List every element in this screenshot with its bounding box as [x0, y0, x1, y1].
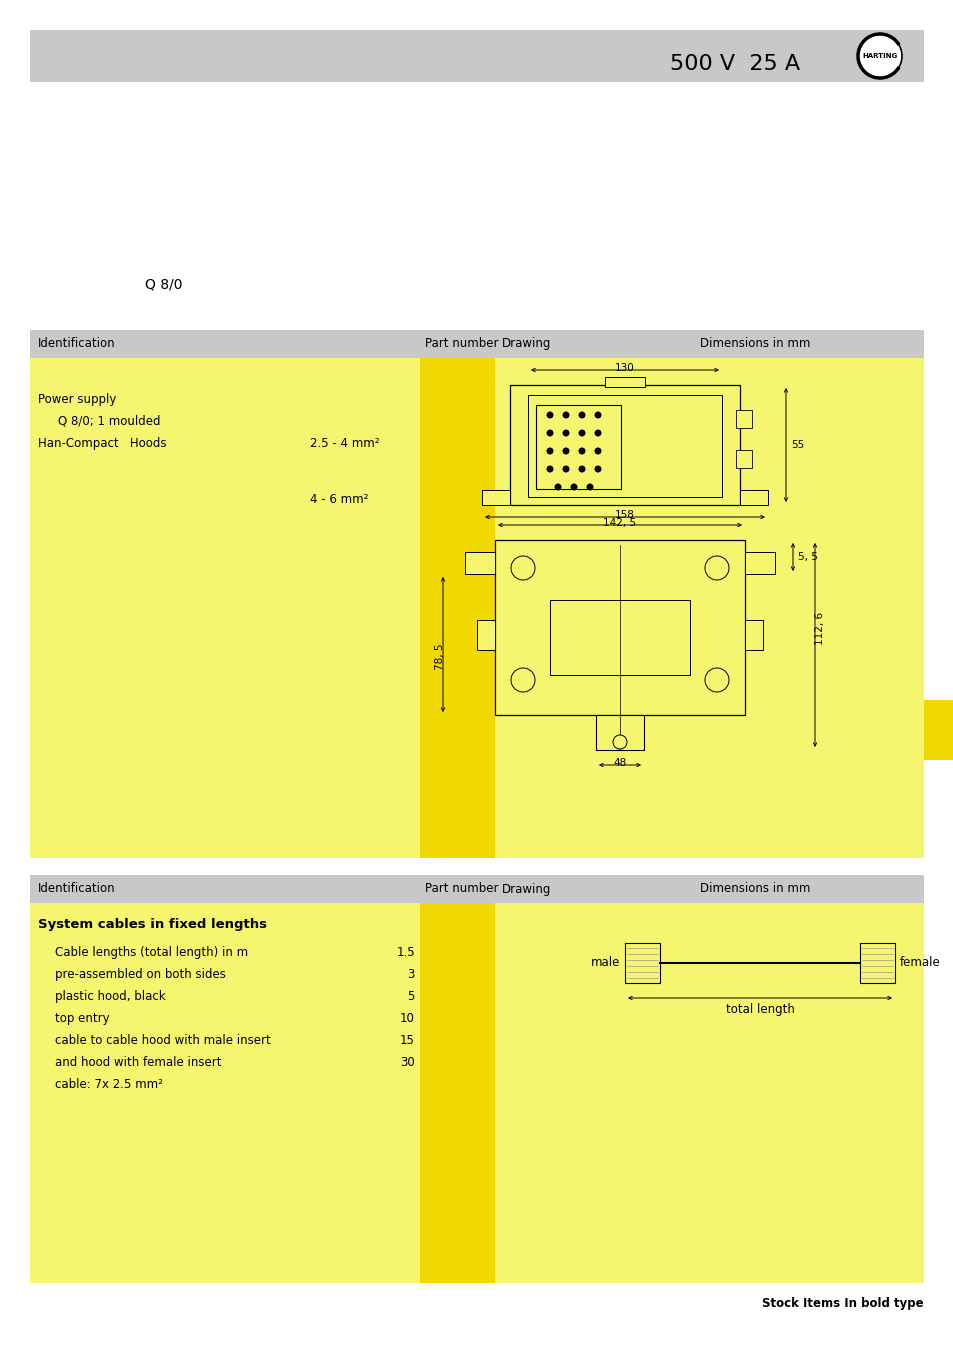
Bar — [604, 377, 644, 387]
Bar — [481, 490, 510, 505]
Text: female: female — [899, 957, 940, 969]
Text: 1.5: 1.5 — [395, 946, 415, 958]
Text: 10: 10 — [399, 1012, 415, 1025]
Text: 55: 55 — [790, 440, 803, 450]
Text: male: male — [590, 957, 619, 969]
Text: HARTING: HARTING — [862, 53, 897, 59]
Text: cable to cable hood with male insert: cable to cable hood with male insert — [55, 1034, 271, 1048]
Circle shape — [594, 466, 601, 472]
Text: Drawing: Drawing — [501, 883, 551, 895]
Text: top entry: top entry — [55, 1012, 110, 1025]
Text: 78, 5: 78, 5 — [435, 644, 444, 671]
Text: System cables in fixed lengths: System cables in fixed lengths — [38, 918, 267, 932]
Text: Identification: Identification — [38, 883, 115, 895]
Bar — [30, 875, 923, 903]
Text: 5, 5: 5, 5 — [797, 552, 817, 562]
Text: Stock Items In bold type: Stock Items In bold type — [761, 1297, 923, 1310]
Circle shape — [546, 466, 553, 472]
Circle shape — [594, 429, 601, 436]
Circle shape — [562, 447, 569, 455]
Circle shape — [586, 483, 593, 490]
Text: Q 8/0: Q 8/0 — [145, 278, 182, 292]
Text: cable: 7x 2.5 mm²: cable: 7x 2.5 mm² — [55, 1079, 163, 1091]
Circle shape — [562, 412, 569, 418]
Text: plastic hood, black: plastic hood, black — [55, 990, 166, 1003]
Text: 158: 158 — [615, 510, 635, 520]
Text: total length: total length — [725, 1003, 794, 1017]
Text: Q 8/0; 1 moulded: Q 8/0; 1 moulded — [58, 414, 160, 428]
Circle shape — [562, 429, 569, 436]
Text: pre-assembled on both sides: pre-assembled on both sides — [55, 968, 226, 981]
Text: Drawing: Drawing — [501, 338, 551, 351]
Bar — [740, 490, 767, 505]
Circle shape — [578, 447, 585, 455]
Text: Identification: Identification — [38, 338, 115, 351]
Text: 500 V  25 A: 500 V 25 A — [669, 54, 800, 74]
Circle shape — [704, 668, 728, 693]
Bar — [527, 396, 721, 497]
Text: 48: 48 — [613, 757, 626, 768]
Circle shape — [511, 556, 535, 580]
Bar — [464, 552, 495, 574]
Text: Power supply: Power supply — [38, 393, 116, 406]
Bar — [30, 358, 923, 859]
Text: 30: 30 — [400, 1056, 415, 1069]
Text: Part number: Part number — [424, 338, 498, 351]
Bar — [744, 620, 762, 649]
Bar — [476, 620, 495, 649]
Circle shape — [554, 483, 561, 490]
Text: 142, 5: 142, 5 — [603, 518, 636, 528]
Bar — [550, 599, 689, 675]
Circle shape — [594, 447, 601, 455]
Text: 2.5 - 4 mm²: 2.5 - 4 mm² — [310, 437, 379, 450]
Circle shape — [578, 429, 585, 436]
Bar — [419, 358, 495, 859]
Circle shape — [546, 447, 553, 455]
Circle shape — [562, 466, 569, 472]
Circle shape — [578, 412, 585, 418]
Bar — [624, 944, 659, 983]
Bar — [419, 903, 495, 1282]
Bar — [536, 405, 620, 489]
Text: 5: 5 — [407, 990, 415, 1003]
Bar — [30, 903, 923, 1282]
Circle shape — [613, 734, 626, 749]
Text: 15: 15 — [399, 1034, 415, 1048]
Text: 130: 130 — [615, 363, 634, 373]
Bar — [859, 944, 894, 983]
Text: 112, 6: 112, 6 — [814, 612, 824, 645]
Bar — [923, 701, 953, 760]
Text: 3: 3 — [407, 968, 415, 981]
Bar — [510, 385, 740, 505]
Text: Han-Compact   Hoods: Han-Compact Hoods — [38, 437, 167, 450]
Text: and hood with female insert: and hood with female insert — [55, 1056, 221, 1069]
Circle shape — [594, 412, 601, 418]
Text: Part number: Part number — [424, 883, 498, 895]
Circle shape — [546, 429, 553, 436]
Bar — [495, 540, 744, 716]
Bar — [735, 450, 751, 468]
Circle shape — [570, 483, 577, 490]
Text: Dimensions in mm: Dimensions in mm — [700, 883, 809, 895]
Circle shape — [578, 466, 585, 472]
Text: Cable lengths (total length) in m: Cable lengths (total length) in m — [55, 946, 248, 958]
Bar — [596, 716, 643, 751]
Bar — [30, 329, 923, 358]
Bar — [735, 410, 751, 428]
Circle shape — [857, 34, 901, 78]
Text: Dimensions in mm: Dimensions in mm — [700, 338, 809, 351]
Circle shape — [546, 412, 553, 418]
Circle shape — [704, 556, 728, 580]
Text: 4 - 6 mm²: 4 - 6 mm² — [310, 493, 368, 506]
Bar — [30, 30, 923, 82]
Bar — [744, 552, 774, 574]
Circle shape — [511, 668, 535, 693]
